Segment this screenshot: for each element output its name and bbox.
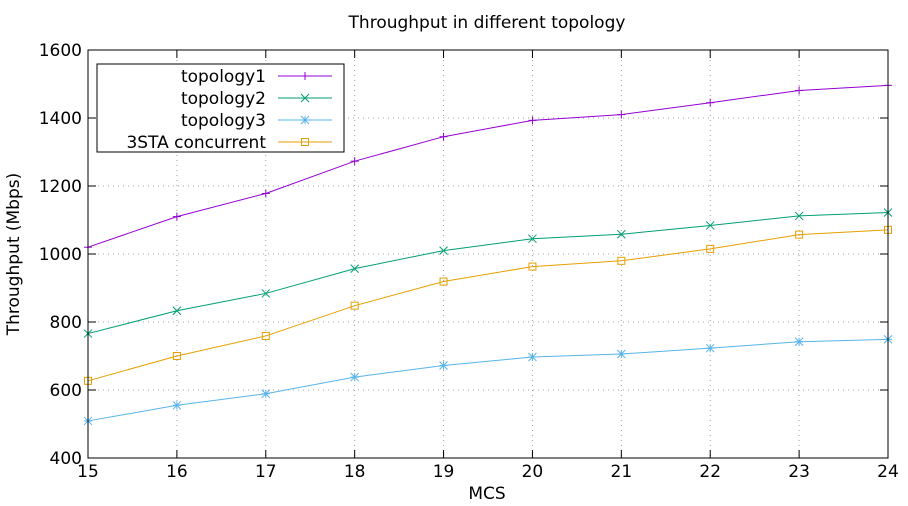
data-point-3sta-concurrent	[795, 230, 804, 239]
data-point-topology3	[705, 343, 715, 353]
legend-label-topology2: topology2	[181, 89, 266, 109]
series-line-topology1	[87, 84, 889, 248]
data-point-topology3	[172, 400, 182, 410]
data-point-3sta-concurrent	[261, 331, 270, 340]
data-point-topology3	[616, 349, 626, 359]
x-tick-label: 16	[166, 462, 188, 482]
x-tick-label: 19	[433, 462, 455, 482]
data-point-3sta-concurrent	[706, 244, 715, 253]
x-tick-label: 22	[699, 462, 721, 482]
legend-label-topology3: topology3	[181, 111, 266, 131]
series-line-3sta-concurrent	[87, 229, 889, 382]
data-point-topology2	[794, 211, 804, 221]
data-point-topology2	[261, 289, 271, 298]
data-point-3sta-concurrent	[439, 277, 448, 286]
y-tick-label: 1400	[39, 109, 82, 129]
data-point-topology2	[439, 246, 448, 255]
series-topology3	[83, 334, 893, 426]
data-point-topology3	[794, 337, 804, 347]
y-tick-label: 1200	[39, 177, 82, 197]
data-point-topology2	[172, 306, 182, 316]
chart-title: Throughput in different topology	[348, 13, 626, 33]
data-point-topology3	[350, 372, 360, 382]
x-tick-label: 23	[788, 462, 810, 482]
y-tick-label: 1600	[39, 41, 82, 61]
y-tick-label: 800	[50, 313, 82, 333]
data-point-topology2	[528, 234, 537, 244]
legend-marker-topology2	[300, 93, 310, 103]
x-tick-label: 24	[877, 462, 899, 482]
data-point-topology1	[528, 116, 537, 125]
series-line-topology2	[87, 212, 889, 335]
data-point-topology1	[261, 189, 270, 198]
x-axis-label: MCS	[468, 484, 505, 502]
data-point-topology1	[795, 86, 804, 95]
data-point-3sta-concurrent	[528, 262, 537, 271]
ticks: 400 600 800 1000 1200 1400 1600 15 16 17 18 19 20 21 2…	[39, 41, 899, 482]
data-point-3sta-concurrent	[350, 301, 359, 310]
data-point-3sta-concurrent	[617, 256, 626, 265]
series-layer	[83, 81, 893, 426]
x-tick-label: 20	[522, 462, 544, 482]
legend-marker-3sta-concurrent	[301, 138, 309, 146]
x-tick-label: 15	[77, 462, 99, 482]
x-tick-label: 17	[255, 462, 277, 482]
y-axis-label: Throughput (Mbps)	[4, 173, 24, 337]
data-point-topology1	[617, 110, 626, 119]
x-tick-label: 21	[611, 462, 633, 482]
data-point-topology3	[261, 389, 271, 399]
legend-label-topology1: topology1	[181, 67, 266, 87]
data-point-topology3	[528, 352, 537, 362]
data-point-topology2	[350, 264, 360, 273]
series-line-topology3	[87, 338, 889, 422]
y-tick-label: 600	[50, 381, 82, 401]
data-point-topology2	[616, 229, 626, 239]
y-tick-label: 400	[50, 449, 82, 469]
legend-marker-topology1	[301, 72, 309, 80]
series-topology1	[84, 81, 892, 252]
legend-box	[96, 63, 345, 153]
legend-label-3sta-concurrent: 3STA concurrent	[126, 133, 266, 153]
data-point-topology2	[705, 221, 715, 230]
y-tick-label: 1000	[39, 245, 82, 265]
data-point-3sta-concurrent	[172, 352, 181, 360]
data-point-topology3	[439, 361, 448, 370]
series-topology2	[83, 208, 893, 338]
legend-marker-topology3	[300, 115, 310, 125]
data-point-topology1	[350, 157, 359, 166]
data-point-topology1	[172, 212, 181, 221]
data-point-topology1	[706, 98, 715, 107]
data-point-topology1	[439, 132, 448, 141]
x-tick-label: 18	[344, 462, 366, 482]
